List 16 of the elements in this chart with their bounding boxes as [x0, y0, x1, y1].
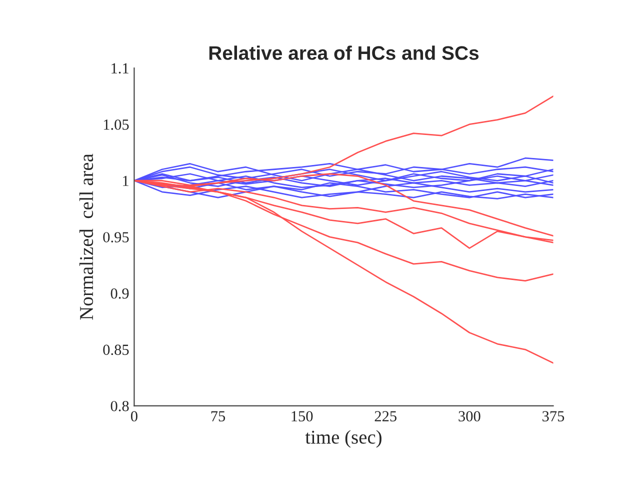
y-tick-label: 0.85 — [103, 344, 129, 356]
y-tick-label: 0.8 — [110, 400, 129, 412]
chart-title: Relative area of HCs and SCs — [209, 46, 479, 60]
x-tick-label: 300 — [458, 411, 480, 422]
y-axis-title: Normalized cell area — [79, 154, 94, 320]
x-tick-label: 375 — [542, 411, 564, 422]
x-tick-label: 150 — [292, 411, 313, 422]
y-tick-label: 0.95 — [103, 232, 129, 242]
y-tick-label: 1 — [123, 176, 128, 186]
y-tick-label: 1.1 — [112, 63, 128, 74]
y-tick-label: 1.05 — [104, 119, 129, 130]
x-axis-title: time (sec) — [305, 430, 382, 448]
x-tick-label: 0 — [130, 411, 138, 422]
x-tick-label: 225 — [374, 411, 396, 422]
x-tick-label: 75 — [211, 411, 226, 422]
y-tick-label: 0.9 — [110, 288, 129, 299]
